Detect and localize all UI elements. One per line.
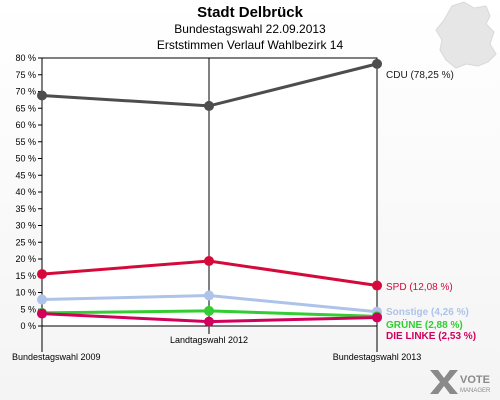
- y-tick-label: 30 %: [15, 221, 36, 231]
- y-tick-label: 45 %: [15, 170, 36, 180]
- data-point: [37, 90, 47, 101]
- y-tick-label: 15 %: [15, 271, 36, 281]
- plot-area: 0 % 5 % 10 % 15 % 20 % 25 % 30 % 35 % 40 % 45 % 50…: [12, 53, 476, 362]
- chart-title: Stadt Delbrück: [197, 4, 303, 21]
- logo-line1: VOTE: [460, 374, 490, 386]
- data-point: [204, 305, 214, 316]
- data-point: [372, 280, 382, 291]
- y-tick-label: 70 %: [15, 87, 36, 97]
- data-point: [37, 308, 47, 319]
- data-point: [204, 290, 214, 301]
- logo-line2: MANAGER: [460, 388, 491, 394]
- y-tick-label: 75 %: [15, 70, 36, 80]
- x-tick-label: Bundestagswahl 2013: [333, 352, 422, 362]
- y-tick-label: 5 %: [20, 304, 36, 314]
- y-tick-label: 65 %: [15, 103, 36, 113]
- y-tick-label: 10 %: [15, 288, 36, 298]
- chart-subtitle-2: Erststimmen Verlauf Wahlbezirk 14: [156, 38, 344, 52]
- data-point: [37, 294, 47, 305]
- y-tick-label: 55 %: [15, 137, 36, 147]
- data-point: [204, 100, 214, 111]
- y-tick-label: 60 %: [15, 120, 36, 130]
- y-tick-label: 35 %: [15, 204, 36, 214]
- series-label: CDU (78,25 %): [386, 70, 454, 81]
- y-tick-label: 0 %: [20, 321, 36, 331]
- data-point: [204, 316, 214, 327]
- data-point: [37, 269, 47, 280]
- y-tick-label: 50 %: [15, 154, 36, 164]
- data-point: [204, 256, 214, 267]
- series-label: DIE LINKE (2,53 %): [386, 331, 476, 342]
- votemanager-x-icon: [430, 370, 458, 394]
- x-tick-label: Landtagswahl 2012: [170, 335, 248, 345]
- votemanager-logo: VOTE MANAGER: [430, 370, 491, 394]
- data-point: [372, 312, 382, 323]
- germany-map-icon: [435, 1, 497, 69]
- y-tick-label: 20 %: [15, 254, 36, 264]
- y-tick-label: 80 %: [15, 53, 36, 63]
- series-label: Sonstige (4,26 %): [386, 307, 469, 318]
- y-tick-label: 25 %: [15, 237, 36, 247]
- x-tick-label: Bundestagswahl 2009: [12, 352, 101, 362]
- y-tick-label: 40 %: [15, 187, 36, 197]
- data-point: [372, 58, 382, 69]
- series-label: SPD (12,08 %): [386, 282, 453, 293]
- series-label: GRÜNE (2,88 %): [386, 318, 463, 331]
- chart-subtitle: Bundestagswahl 22.09.2013: [174, 22, 326, 36]
